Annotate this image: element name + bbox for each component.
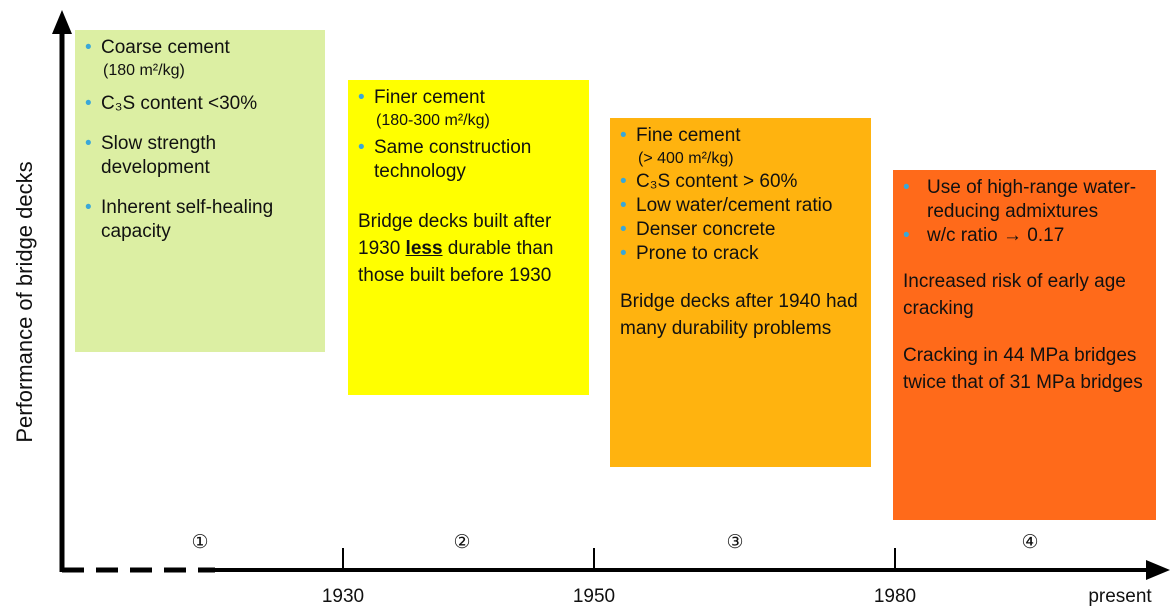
bullet-text: Use of high-range water-reducing admixtu…	[927, 177, 1137, 222]
bullet-text: w/c ratio → 0.17	[927, 225, 1065, 246]
paragraph: Cracking in 44 MPa bridges twice that of…	[903, 342, 1146, 396]
bullet-text: Slow strength development	[101, 133, 217, 178]
bullet-text: Coarse cement	[101, 37, 230, 58]
bullet: C₃S content <30%	[85, 92, 315, 116]
bullet-text: Same construction technology	[374, 137, 532, 182]
bullet-text: Low water/cement ratio	[636, 195, 833, 216]
bullet-text: Fine cement	[636, 125, 741, 146]
period: ④	[1021, 532, 1038, 553]
x-label: 1930	[322, 586, 364, 607]
text: durable than those built before 1930	[358, 238, 554, 286]
bullet: Fine cement (> 400 m²/kg)	[620, 124, 861, 170]
bullet: w/c ratio → 0.17	[903, 224, 1146, 248]
bullet: Low water/cement ratio	[620, 194, 861, 218]
bullet-text: Prone to crack	[636, 243, 759, 264]
bullet: C₃S content > 60%	[620, 170, 861, 194]
bullet-note: (> 400 m²/kg)	[638, 150, 734, 167]
y-axis-label: Performance of bridge decks	[12, 161, 37, 442]
period-box: Finer cement (180-300 m²/kg) Same construc…	[348, 80, 589, 395]
x-label: 1950	[573, 586, 615, 607]
x-label: 1980	[874, 586, 916, 607]
bullet: Use of high-range water-reducing admixtu…	[903, 176, 1146, 224]
period-box: Use of high-range water-reducing admixtu…	[893, 170, 1156, 520]
period: ③	[726, 532, 743, 553]
paragraph: Bridge decks built after 1930 less durab…	[358, 208, 579, 289]
emphasis: less	[405, 238, 443, 259]
bullet: Coarse cement (180 m²/kg)	[85, 36, 315, 82]
bullet-note: (180 m²/kg)	[103, 62, 185, 79]
text: Increased risk of early age cracking	[903, 271, 1126, 319]
x-label: present	[1088, 586, 1152, 607]
period-box: Coarse cement (180 m²/kg) C₃S content <30%…	[75, 30, 325, 352]
y-arrow	[52, 10, 72, 34]
text: Cracking in 44 MPa bridges twice that of…	[903, 345, 1143, 393]
x-arrow	[1146, 560, 1170, 580]
text: Bridge decks built after 1930	[358, 211, 552, 259]
bullet-note: (180-300 m²/kg)	[376, 112, 490, 129]
bullet-text: Inherent self-healing capacity	[101, 197, 274, 242]
bullet: Slow strength development	[85, 132, 315, 180]
period: ②	[453, 532, 470, 553]
bullet: Same construction technology	[358, 136, 579, 184]
text: Bridge decks after 1940 had many durabil…	[620, 291, 858, 339]
bullet-text: Denser concrete	[636, 219, 776, 240]
bullet-text: C₃S content > 60%	[636, 171, 798, 192]
bullet-text: Finer cement	[374, 87, 485, 108]
bullet-text: C₃S content <30%	[101, 93, 258, 114]
period-box: Fine cement (> 400 m²/kg) C₃S content > 60…	[610, 118, 871, 467]
bullet: Inherent self-healing capacity	[85, 196, 315, 244]
paragraph: Bridge decks after 1940 had many durabil…	[620, 288, 861, 342]
bullet: Finer cement (180-300 m²/kg)	[358, 86, 579, 132]
paragraph: Increased risk of early age cracking	[903, 268, 1146, 322]
bullet: Denser concrete	[620, 218, 861, 242]
bullet: Prone to crack	[620, 242, 861, 266]
period: ①	[191, 532, 208, 553]
